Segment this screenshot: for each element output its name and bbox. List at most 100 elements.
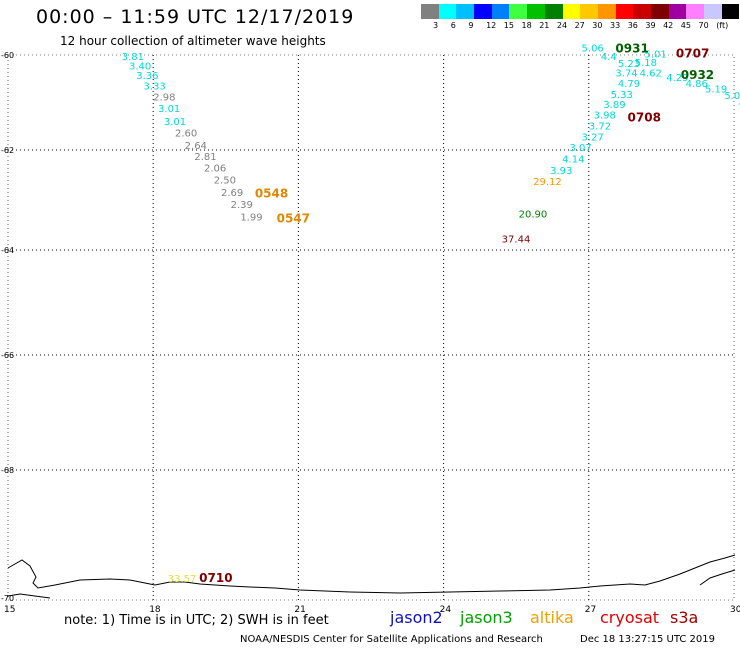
generated-timestamp: Dec 18 13:27:15 UTC 2019	[580, 634, 715, 645]
longitude-label: 21	[294, 605, 305, 615]
wave-height-value: 2.39	[231, 200, 253, 211]
color-swatch	[704, 4, 722, 19]
wave-height-value: 4.62	[640, 68, 662, 79]
longitude-label: 18	[149, 605, 161, 615]
color-scale-tick-label: 33	[610, 21, 621, 30]
color-scale-tick-label: 18	[521, 21, 532, 30]
satellite-legend-s3a: s3a	[670, 608, 699, 627]
pass-time-label: 0931	[615, 42, 648, 56]
wave-height-value: 2.50	[214, 176, 236, 187]
antarctic-coastline	[7, 554, 736, 599]
wave-height-value: 2.06	[204, 164, 226, 175]
wave-height-value: 3.01	[164, 117, 186, 128]
satellite-legend-jason3: jason3	[460, 608, 513, 627]
satellite-legend-cryosat: cryosat	[600, 608, 660, 627]
color-scale-tick-label: 27	[574, 21, 585, 30]
color-swatch	[615, 4, 634, 19]
color-swatches	[421, 4, 740, 19]
color-swatch	[509, 4, 528, 19]
wave-height-value: 5.06	[582, 44, 604, 55]
wave-height-value: 3.27	[582, 133, 604, 144]
latitude-label: -62	[1, 146, 14, 155]
wave-height-value: 3.36	[136, 71, 158, 82]
map-title: 00:00 – 11:59 UTC 12/17/2019	[36, 6, 355, 28]
color-scale-tick-label: 36	[627, 21, 638, 30]
color-scale-tick-label: 42	[663, 21, 674, 30]
wave-height-labels: 3.813.403.363.332.983.013.012.602.642.81…	[122, 44, 740, 585]
color-swatch	[686, 4, 704, 19]
wave-height-value: 4.29	[666, 73, 688, 84]
color-swatch	[456, 4, 475, 19]
wave-height-value: 4.86	[686, 79, 708, 90]
color-swatch	[438, 4, 457, 19]
color-swatch	[650, 4, 669, 19]
coastline-path	[7, 554, 736, 594]
color-scale-tick-label: 45	[680, 21, 691, 30]
latitude-label: -68	[1, 466, 14, 475]
longitude-label: 27	[585, 605, 596, 615]
wave-height-value: 3.33	[144, 82, 166, 93]
wave-height-value: 4.1	[739, 98, 740, 109]
color-scale-tick-label: 6	[450, 21, 456, 30]
longitude-label: 30	[730, 605, 740, 615]
wave-height-value: 5.04	[724, 91, 740, 102]
color-swatch	[474, 4, 492, 19]
wave-height-value: 2.64	[185, 141, 207, 152]
wave-height-value: 5.33	[611, 90, 633, 101]
color-swatch	[668, 4, 687, 19]
wave-height-value: 2.69	[221, 188, 243, 199]
longitude-label: 15	[4, 605, 15, 615]
latitude-label: -66	[1, 351, 14, 360]
wave-height-value: 33.57	[168, 574, 197, 585]
wave-height-value: 2.81	[194, 152, 216, 163]
color-swatch	[421, 4, 439, 19]
pass-time-label: 0932	[681, 68, 714, 82]
wave-height-value: 3.01	[158, 104, 180, 115]
wave-height-value: 37.44	[502, 235, 531, 246]
pass-time-labels: 0548 0547 0931 0707 0932 0708 0710	[199, 42, 714, 585]
satellite-legend-jason2: jason2	[390, 608, 443, 627]
color-swatch	[544, 4, 563, 19]
wave-height-value: 2.98	[153, 93, 175, 104]
axis-labels: -60 -62 -64 -66 -68 -70 15 18 21 24 27 30	[1, 51, 740, 615]
color-scale-tick-label: 15	[503, 21, 514, 30]
color-swatch	[721, 4, 740, 19]
wave-height-value: 4.14	[562, 155, 584, 166]
color-swatch	[527, 4, 545, 19]
pass-time-label: 0547	[277, 212, 310, 226]
wave-height-value: 5.01	[644, 49, 666, 60]
credit-line: NOAA/NESDIS Center for Satellite Applica…	[240, 634, 543, 645]
units-note: note: 1) Time is in UTC; 2) SWH is in fe…	[64, 613, 329, 628]
color-scale-labels: 3 6 9 12 15 18 21 24 27 30 33 36 39 42 45 70 (ft)	[421, 19, 740, 31]
latitude-label: -60	[1, 51, 14, 60]
wave-height-value: 20.90	[519, 210, 548, 221]
wave-height-value: 5.18	[635, 58, 657, 69]
pass-time-label: 0548	[255, 187, 288, 201]
wave-height-value: 29.12	[533, 177, 562, 188]
color-scale-tick-label: (ft)	[716, 21, 729, 30]
color-swatch	[597, 4, 616, 19]
color-scale-tick-label: 39	[645, 21, 656, 30]
color-scale-tick-label: 21	[539, 21, 550, 30]
wave-height-value: 5.19	[705, 85, 727, 96]
wave-height-value: 3.72	[589, 122, 611, 133]
color-swatch	[562, 4, 581, 19]
wave-height-value: 4.4	[601, 52, 617, 63]
latitude-label: -70	[1, 594, 14, 603]
wave-height-value: 3.07	[569, 143, 591, 154]
pass-time-label: 0710	[199, 571, 232, 585]
color-scale-tick-label: 9	[468, 21, 474, 30]
color-scale-tick-label: 70	[698, 21, 709, 30]
wave-height-value: 5.23	[618, 59, 640, 70]
color-swatch	[633, 4, 651, 19]
wave-height-color-scale: 3 6 9 12 15 18 21 24 27 30 33 36 39 42 45 70 (ft)	[421, 4, 740, 31]
pass-time-label: 0708	[628, 111, 661, 125]
graticule-grid	[7, 54, 735, 601]
wave-height-value: 3.74	[615, 68, 637, 79]
wave-height-value: 3.40	[129, 61, 151, 72]
longitude-label: 24	[440, 605, 452, 615]
color-swatch	[580, 4, 598, 19]
color-scale-tick-label: 3	[433, 21, 439, 30]
color-scale-tick-label: 12	[486, 21, 497, 30]
